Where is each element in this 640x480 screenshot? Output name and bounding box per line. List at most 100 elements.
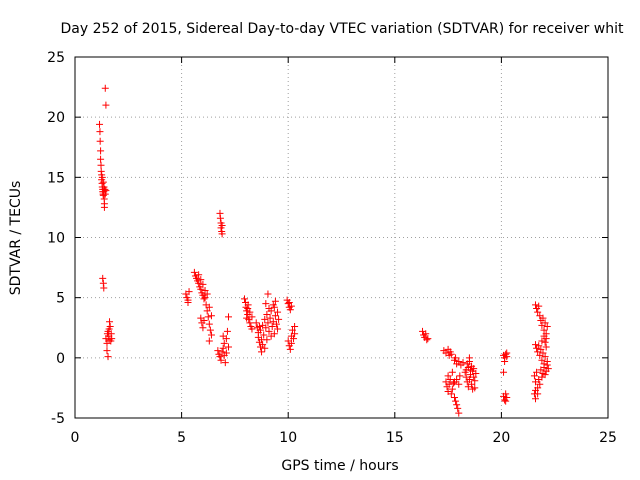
data-point — [502, 397, 510, 405]
data-point — [537, 345, 545, 353]
data-point — [275, 315, 283, 323]
data-point — [423, 336, 431, 344]
data-point — [501, 357, 509, 365]
data-point — [246, 319, 254, 327]
x-tick-label: 15 — [386, 430, 404, 446]
data-point — [541, 353, 549, 361]
data-point — [205, 337, 213, 345]
data-point — [96, 128, 104, 136]
data-point — [446, 375, 454, 383]
data-point — [448, 368, 456, 376]
data-point — [103, 347, 111, 355]
data-point — [532, 386, 540, 394]
x-tick-label: 5 — [177, 430, 186, 446]
data-point — [218, 221, 226, 229]
data-point — [219, 344, 227, 352]
data-point — [200, 295, 208, 303]
data-point — [205, 303, 213, 311]
data-point — [256, 326, 264, 334]
data-point — [540, 332, 548, 340]
data-point — [287, 302, 295, 310]
grid — [75, 57, 608, 418]
data-point — [465, 375, 473, 383]
data-point — [447, 390, 455, 398]
data-point — [453, 375, 461, 383]
data-point — [207, 312, 215, 320]
data-point — [195, 279, 203, 287]
data-point — [539, 314, 547, 322]
data-point — [185, 288, 193, 296]
data-point — [291, 330, 299, 338]
data-point — [274, 325, 282, 333]
data-point — [221, 359, 229, 367]
data-point — [206, 326, 214, 334]
x-tick-label: 25 — [599, 430, 617, 446]
data-point — [271, 312, 279, 320]
data-point — [543, 361, 551, 369]
data-point — [500, 368, 508, 376]
data-point — [449, 379, 457, 387]
data-point — [258, 348, 266, 356]
x-axis-label: GPS time / hours — [281, 458, 398, 474]
data-point — [97, 147, 105, 155]
x-tick-label: 20 — [492, 430, 510, 446]
data-point — [465, 354, 473, 362]
data-point — [199, 324, 207, 332]
data-point — [444, 372, 452, 380]
plot-frame — [74, 56, 609, 419]
data-point — [470, 365, 478, 373]
data-point — [262, 324, 270, 332]
data-point — [544, 365, 552, 373]
data-point — [532, 395, 540, 403]
data-point — [195, 271, 203, 279]
data-point — [422, 330, 430, 338]
data-point — [291, 323, 299, 331]
data-point — [538, 356, 546, 364]
data-point — [536, 380, 544, 388]
data-point — [448, 385, 456, 393]
data-point — [199, 280, 207, 288]
data-point — [265, 327, 273, 335]
data-point — [217, 356, 225, 364]
data-point — [503, 349, 511, 357]
data-point — [287, 339, 295, 347]
data-point — [452, 397, 460, 405]
data-point — [453, 401, 461, 409]
data-point — [455, 380, 463, 388]
data-point — [538, 337, 546, 345]
data-point — [267, 307, 275, 315]
data-point — [532, 301, 540, 309]
data-point — [190, 268, 198, 276]
data-point — [445, 380, 453, 388]
data-point — [102, 101, 110, 109]
data-point — [100, 284, 108, 292]
y-tick-label: 20 — [47, 110, 65, 126]
x-tick-label: 0 — [71, 430, 80, 446]
data-point — [106, 323, 114, 331]
data-point — [532, 341, 540, 349]
data-point — [197, 285, 205, 293]
y-tick-label: 10 — [47, 231, 65, 247]
data-point — [218, 348, 226, 356]
data-point — [261, 315, 269, 323]
data-point — [450, 394, 458, 402]
data-point — [259, 341, 267, 349]
data-point — [533, 368, 541, 376]
data-point — [104, 353, 112, 361]
data-point — [541, 338, 549, 346]
data-point — [252, 319, 260, 327]
data-point — [462, 366, 470, 374]
data-point — [455, 409, 463, 417]
data-point — [244, 304, 252, 312]
data-point — [530, 372, 538, 380]
data-point — [214, 347, 222, 355]
data-point — [220, 339, 228, 347]
data-point — [225, 343, 233, 351]
data-point — [540, 326, 548, 334]
data-point — [539, 349, 547, 357]
data-point — [541, 319, 549, 327]
data-point — [424, 335, 432, 343]
data-point — [225, 313, 233, 321]
data-point — [204, 313, 212, 321]
